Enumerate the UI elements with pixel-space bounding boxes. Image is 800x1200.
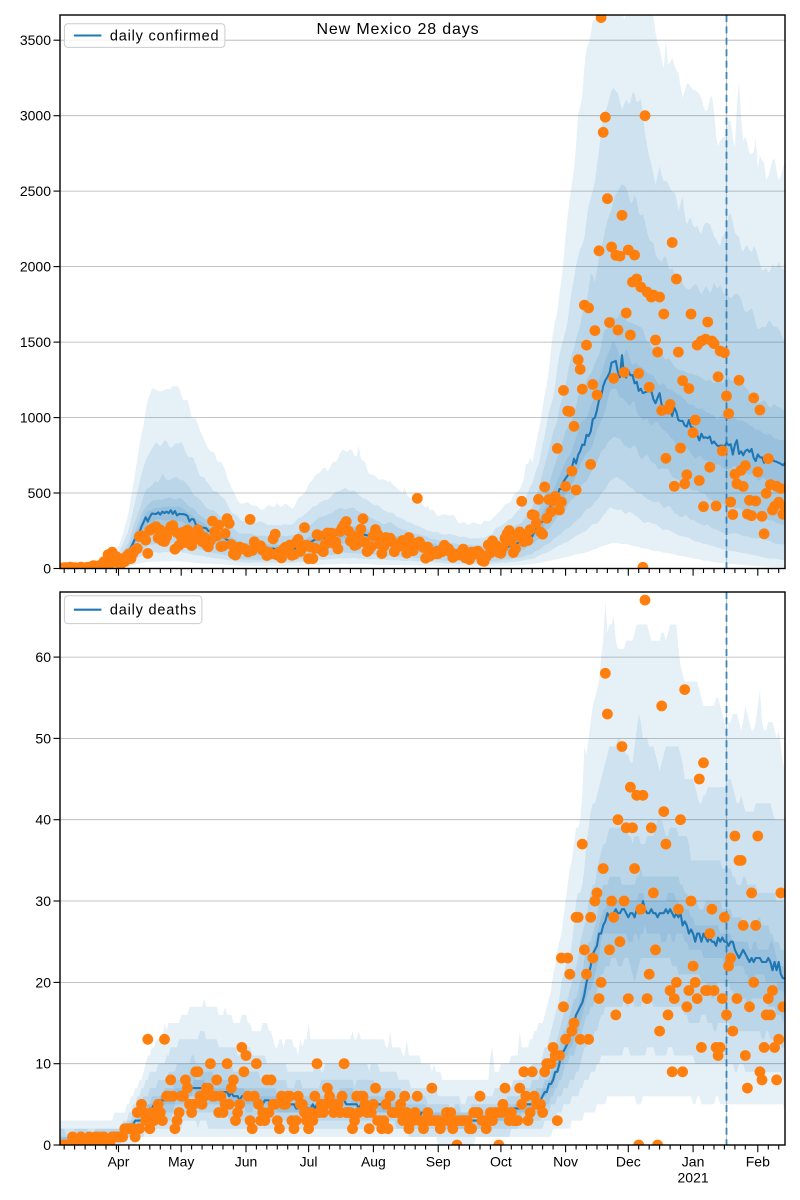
svg-text:500: 500	[28, 485, 52, 501]
svg-text:30: 30	[35, 893, 51, 909]
svg-text:0: 0	[43, 1137, 51, 1153]
svg-text:50: 50	[35, 730, 51, 746]
svg-text:Oct: Oct	[490, 1154, 512, 1170]
svg-text:60: 60	[35, 649, 51, 665]
svg-text:2021: 2021	[678, 1170, 709, 1186]
svg-text:Nov: Nov	[553, 1154, 578, 1170]
svg-text:Sep: Sep	[426, 1154, 451, 1170]
svg-text:40: 40	[35, 812, 51, 828]
svg-text:May: May	[168, 1154, 194, 1170]
svg-text:0: 0	[43, 561, 51, 577]
svg-text:Apr: Apr	[108, 1154, 130, 1170]
svg-text:Feb: Feb	[746, 1154, 770, 1170]
svg-text:daily deaths: daily deaths	[110, 603, 197, 619]
svg-text:Jan: Jan	[682, 1154, 705, 1170]
svg-text:Aug: Aug	[361, 1154, 386, 1170]
svg-text:daily confirmed: daily confirmed	[110, 29, 220, 45]
svg-text:Jul: Jul	[300, 1154, 318, 1170]
svg-text:1000: 1000	[20, 410, 51, 426]
svg-text:Jun: Jun	[235, 1154, 258, 1170]
svg-text:20: 20	[35, 974, 51, 990]
svg-text:2000: 2000	[20, 259, 51, 275]
svg-text:2500: 2500	[20, 183, 51, 199]
svg-text:Dec: Dec	[616, 1154, 641, 1170]
svg-text:1500: 1500	[20, 334, 51, 350]
svg-text:New Mexico 28 days: New Mexico 28 days	[317, 21, 480, 38]
svg-text:10: 10	[35, 1056, 51, 1072]
svg-text:3500: 3500	[20, 32, 51, 48]
svg-text:3000: 3000	[20, 108, 51, 124]
